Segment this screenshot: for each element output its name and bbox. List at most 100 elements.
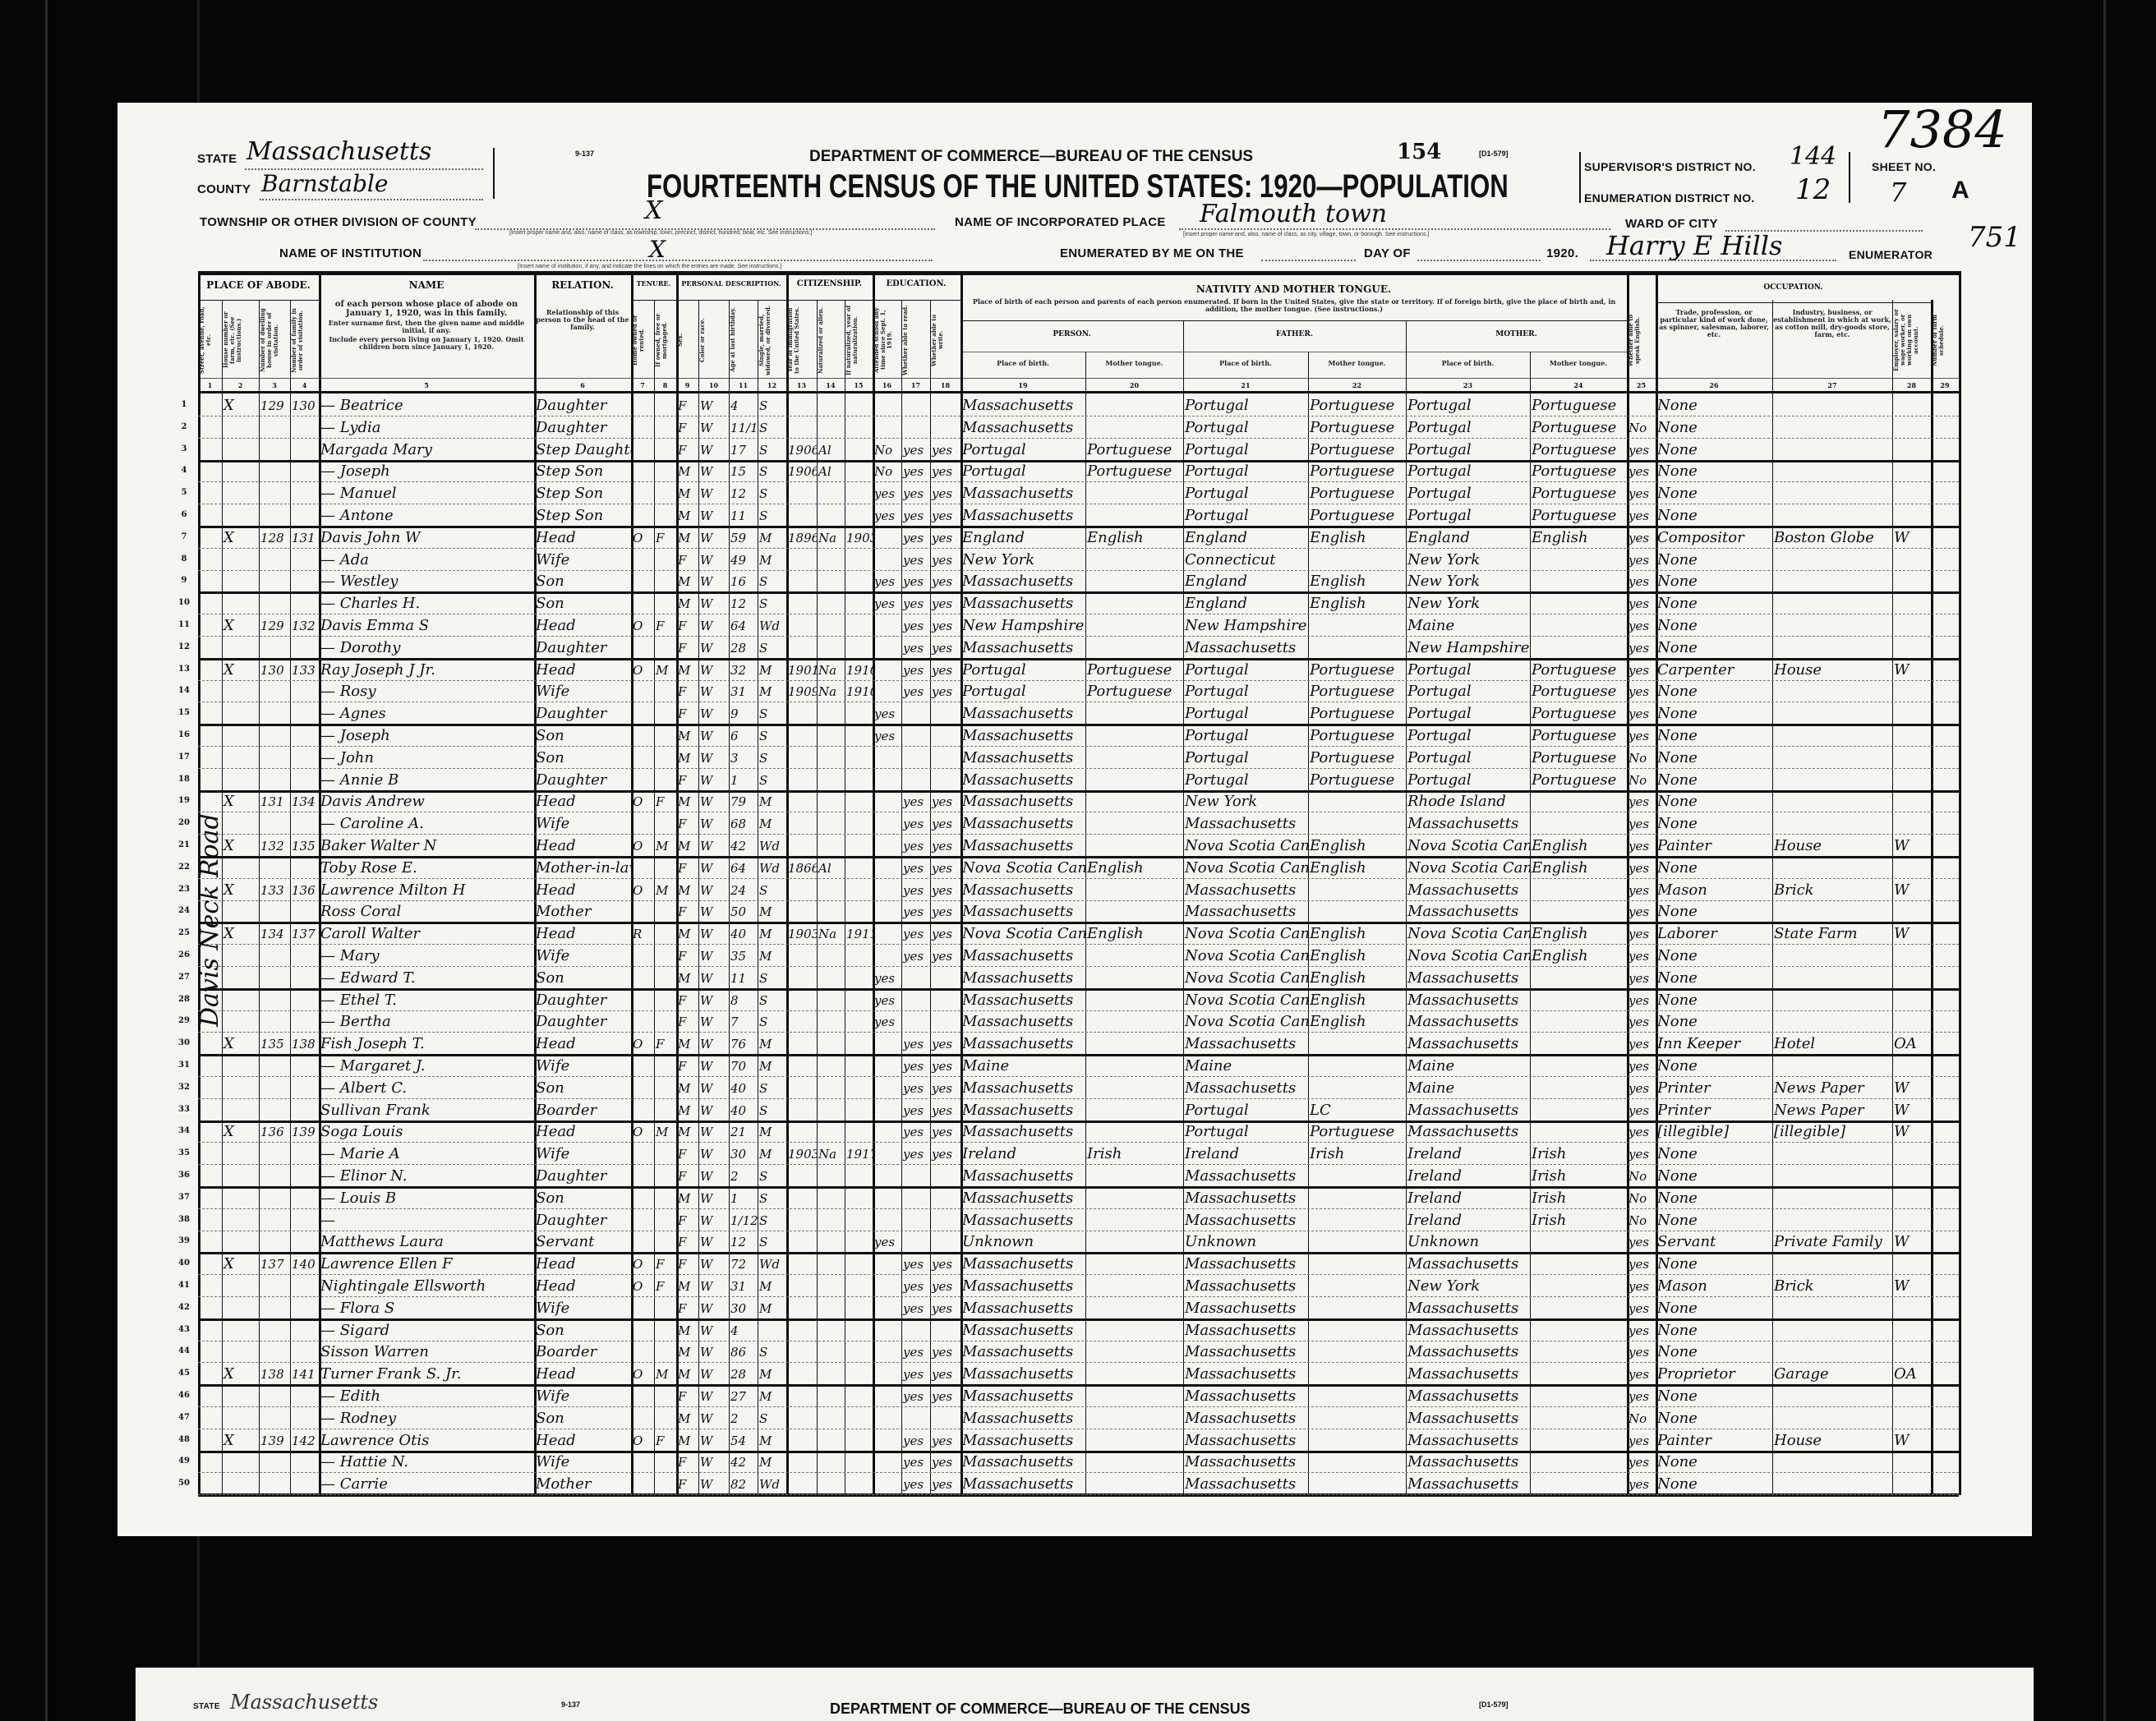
cell-dwelling-number: 128 <box>260 530 284 545</box>
cell-birthplace: Massachusetts <box>962 748 1074 766</box>
cell-mother-mother-tongue <box>1530 591 1627 614</box>
margin-note: 751 <box>1968 221 2021 254</box>
cell-mother-birthplace: Massachusetts <box>1407 1365 1519 1383</box>
cell-birthplace: Massachusetts <box>962 881 1074 899</box>
cell-house-number <box>222 1318 259 1341</box>
cell-relation: Step Son <box>536 462 604 481</box>
cell-naturalized <box>817 504 845 526</box>
cell-age: 86 <box>730 1345 747 1360</box>
cell-dwelling-number <box>259 636 290 658</box>
cell-color: W <box>700 486 713 502</box>
column-rule <box>1772 300 1773 1493</box>
cell-house-number <box>222 1076 259 1098</box>
line-number: 20 <box>178 818 190 828</box>
cell-age: 31 <box>730 1279 747 1294</box>
cell-sex: M <box>678 729 691 743</box>
cell-can-read: yes <box>903 552 924 568</box>
cell-speaks-english: yes <box>1629 1433 1650 1448</box>
cell-marital-status: S <box>759 992 768 1008</box>
cell-can-read: yes <box>903 574 924 590</box>
cell-employer-class: W <box>1894 837 1910 854</box>
cell-employer-class <box>1892 504 1931 526</box>
cell-street <box>198 438 222 460</box>
cell-trade: None <box>1657 815 1698 833</box>
cell-attended-school <box>873 834 901 856</box>
cell-birthplace: Massachusetts <box>962 1277 1074 1295</box>
cell-mother-tongue <box>1085 944 1183 966</box>
cell-birthplace: Massachusetts <box>962 397 1074 414</box>
cell-birthplace: Massachusetts <box>962 1387 1074 1405</box>
cell-family-number <box>290 1142 319 1164</box>
cell-sex: M <box>678 1279 691 1294</box>
cell-sex: F <box>678 706 687 722</box>
cell-trade: [illegible] <box>1657 1123 1730 1141</box>
cell-owned-free-mortgaged: F <box>656 794 665 810</box>
cell-sex: M <box>678 596 691 612</box>
cell-house-number <box>222 1450 259 1472</box>
enumerator-line <box>1590 260 1836 261</box>
cell-street <box>198 636 222 658</box>
cell-speaks-english: yes <box>1629 706 1650 722</box>
cell-relation: Daughter <box>536 1013 607 1031</box>
column-rule <box>729 300 730 1493</box>
cell-mother-tongue: Portuguese <box>1087 462 1172 481</box>
cell-mother-mother-tongue: Irish <box>1532 1211 1567 1229</box>
cell-age: 28 <box>730 640 747 656</box>
cell-name: — Westley <box>320 573 398 591</box>
column-number: 10 <box>708 381 719 389</box>
cell-mother-birthplace: Massachusetts <box>1407 1101 1519 1119</box>
cell-father-birthplace: Portugal <box>1185 727 1249 744</box>
cell-naturalized <box>817 1362 845 1384</box>
cell-sex: M <box>678 839 691 854</box>
cell-street <box>198 416 222 438</box>
cell-home-tenure <box>631 1296 654 1318</box>
cell-mother-tongue: Portuguese <box>1087 683 1172 701</box>
cell-industry <box>1772 1164 1892 1186</box>
cell-family-number: 131 <box>292 530 316 545</box>
column-header-can-read: Whether able to read. <box>902 305 909 375</box>
cell-birthplace: Portugal <box>962 440 1026 458</box>
cell-dwelling-number <box>259 724 290 746</box>
cell-mother-birthplace: Massachusetts <box>1407 1453 1519 1471</box>
cell-street <box>198 1296 222 1318</box>
cell-naturalization-year <box>845 1406 873 1429</box>
cell-trade: None <box>1657 1189 1698 1207</box>
cell-mother-tongue <box>1085 393 1183 416</box>
cell-employer-class <box>1892 1450 1931 1472</box>
cell-industry: House <box>1774 837 1822 854</box>
group-education: EDUCATION. <box>886 279 947 288</box>
cell-dwelling-number <box>259 768 290 790</box>
bracket <box>1849 152 1850 203</box>
cell-can-write <box>930 1230 961 1252</box>
cell-name: — Charles H. <box>320 595 421 613</box>
cell-speaks-english: yes <box>1629 1477 1650 1493</box>
cell-industry <box>1772 988 1892 1010</box>
cell-father-mother-tongue <box>1308 1384 1406 1406</box>
cell-street <box>198 481 222 504</box>
cell-mother-mother-tongue: Irish <box>1532 1145 1567 1163</box>
cell-mother-tongue <box>1085 1054 1183 1076</box>
cell-mother-tongue <box>1085 1076 1183 1098</box>
cell-industry: Brick <box>1774 1277 1814 1295</box>
cell-home-tenure: O <box>633 662 643 678</box>
cell-can-write: yes <box>932 619 953 633</box>
cell-mother-birthplace: Massachusetts <box>1407 1431 1519 1449</box>
cell-immigration-year: 1901 <box>788 662 817 678</box>
cell-home-tenure <box>631 393 654 416</box>
cell-family-number <box>290 1384 319 1406</box>
cell-father-mother-tongue <box>1308 1362 1406 1384</box>
cell-father-birthplace: Massachusetts <box>1185 1453 1297 1471</box>
cell-farm-schedule <box>1931 922 1959 944</box>
cell-color: W <box>700 750 713 766</box>
cell-mother-birthplace: Portugal <box>1407 683 1472 701</box>
cell-family-number <box>290 988 319 1010</box>
column-number: 23 <box>1463 381 1473 389</box>
cell-father-birthplace: Massachusetts <box>1185 1321 1297 1339</box>
cell-dwelling-number <box>259 1142 290 1164</box>
cell-can-read: yes <box>903 508 924 523</box>
cell-attended-school <box>873 768 901 790</box>
